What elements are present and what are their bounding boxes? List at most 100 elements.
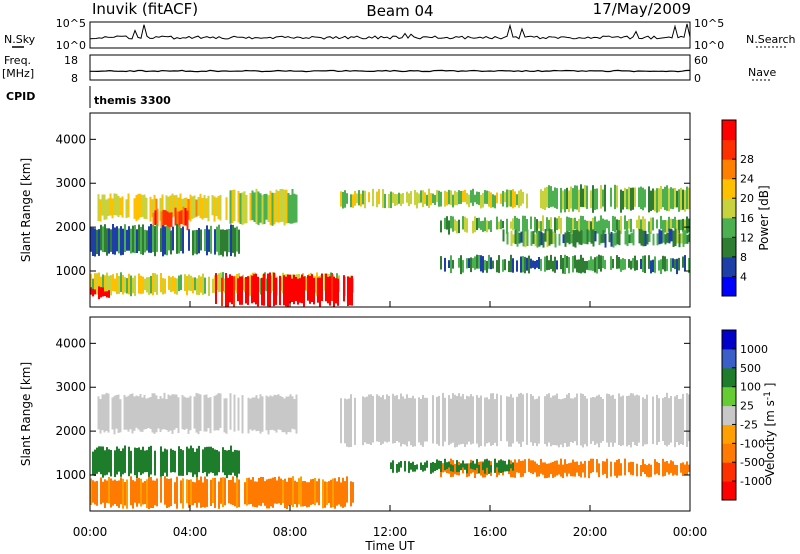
vel-band-2-cell [148,446,150,478]
vel-band-3-cell [118,480,120,508]
power-band-11-cell [544,187,546,210]
power-band-11-cell [590,190,592,209]
power-band-0-cell [145,197,148,220]
vel-band-1-cell [596,395,598,444]
power-band-10-cell [566,256,568,268]
power-band-9-cell [552,231,555,244]
power-band-10-cell [610,256,612,270]
power-band-9-cell [568,232,571,245]
power-band-7-cell [464,189,466,203]
vel-band-0-cell [133,396,136,431]
power-band-4-cell [186,276,188,296]
power-band-4-cell [110,275,112,296]
vel-band-2-cell [116,446,118,475]
power-band-11-cell [586,185,588,209]
vel-band-2-cell [204,447,206,473]
power-band-10-cell [476,254,478,269]
vel-band-4-cell [582,463,584,473]
power-band-7-cell [342,192,344,209]
vel-band-3-cell [190,479,192,506]
power-band-3-cell [102,226,104,253]
power-band-9-cell [530,231,533,246]
power-band-9-cell [586,229,589,245]
nsearch-tick-bottom: 10^0 [694,39,724,52]
power-band-0-cell [107,198,110,216]
vel-band-1-cell [632,393,634,442]
vel-band-0-cell [129,394,132,430]
vel-band-1-cell [594,397,596,445]
nsearch-tick-top: 10^5 [694,17,724,30]
power-band-9-cell [584,230,587,244]
power-band-2-cell [273,192,276,225]
power-band-6-cell [317,277,319,303]
power-band-9-cell [502,229,505,242]
power-band-8-cell [606,219,608,229]
power-band-0-cell [187,199,190,220]
xtick-label-6: 00:00 [673,525,708,539]
power-band-0-cell [151,199,154,218]
power-band-3-cell [178,225,180,254]
vel-band-2-cell [92,451,94,476]
vel-band-5-cell [472,460,474,470]
vel-band-4-cell [598,463,600,478]
vel-band-3-cell [156,478,158,507]
vel-band-1-cell [484,397,486,447]
power-band-3-cell [112,224,114,255]
power-band-8-cell [480,221,482,230]
velocity-y-axis: 1000 2000 3000 4000 [55,336,690,482]
power-band-4-cell [204,277,206,294]
vel-band-1-cell [626,396,628,447]
power-band-6-cell [299,278,301,303]
vel-band-1-cell [608,394,610,447]
vel-band-4-cell [684,464,686,476]
power-band-0-cell [133,198,136,219]
vel-band-5-cell [496,462,498,468]
vel-band-4-cell [588,460,590,479]
freq-trace [89,69,691,73]
vel-band-4-cell [568,463,570,474]
vel-band-3-cell [210,479,212,506]
power-band-7-cell [490,192,492,208]
power-band-10-cell [516,260,518,272]
power-band-0-cell [141,195,144,217]
power-band-10-cell [448,260,450,268]
power-band-9-cell [582,230,585,244]
power-band-0-cell [201,198,204,220]
power-band-3-cell [110,229,112,252]
power-band-3-cell [218,224,220,256]
velBar-label-2: 100 [740,381,761,394]
vel-band-4-cell [454,463,456,475]
power-band-1-cell [162,209,165,228]
power-band-0-cell [153,194,156,217]
vel-band-5-cell [498,460,500,473]
power-band-8-cell [596,221,598,234]
vel-band-1-cell [662,398,664,442]
velBar-label-1: 500 [740,362,761,375]
power-band-6-cell [257,276,259,307]
vel-band-2-cell [198,445,200,473]
vel-band-4-cell [642,459,644,472]
power-band-0-cell [165,195,168,216]
vel-band-5-cell [510,464,512,469]
power-band-6-cell [273,272,275,307]
power-band-6-cell [349,277,351,306]
power-band-3-cell [120,226,122,256]
power-band-3-cell [238,229,240,254]
power-band-7-cell [440,191,442,207]
power-band-0-cell [225,197,228,220]
vel-band-0-cell [181,395,184,430]
vel-band-2-cell [160,446,162,477]
power-band-7-cell [522,191,524,204]
vel-band-1-cell [668,398,670,445]
power-band-7-cell [394,194,396,206]
vel-band-5-cell [458,465,460,472]
power-band-4-cell [192,277,194,294]
power-band-10-cell [618,257,620,269]
power-band-8-cell [488,221,490,230]
power-band-0-cell [199,193,202,219]
vel-band-1-cell [472,396,474,444]
vel-band-1-cell [574,397,576,442]
power-band-11-cell [572,188,574,212]
vel-band-3-cell [114,479,116,504]
power-band-4-cell [176,278,178,295]
